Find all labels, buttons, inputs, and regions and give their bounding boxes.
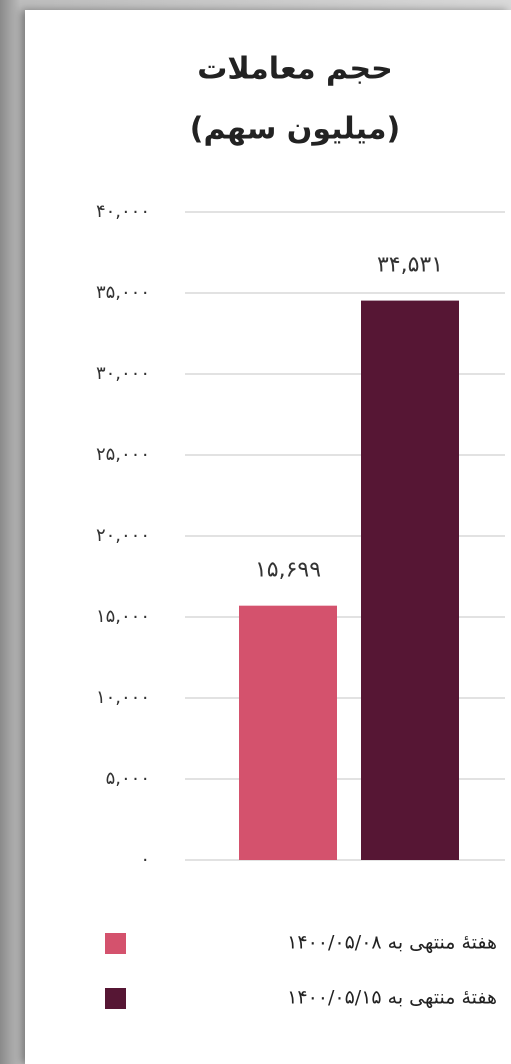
legend-swatch bbox=[105, 933, 126, 954]
data-label: ۱۵,۶۹۹ bbox=[255, 558, 321, 583]
chart-subtitle: (میلیون سهم) bbox=[190, 112, 400, 147]
y-tick-label: ۵,۰۰۰ bbox=[106, 768, 150, 789]
bar bbox=[239, 605, 337, 860]
y-tick-label: ۳۵,۰۰۰ bbox=[96, 282, 150, 303]
y-tick-label: ۰ bbox=[140, 849, 150, 870]
y-tick-label: ۳۰,۰۰۰ bbox=[96, 363, 150, 384]
chart-title: حجم معاملات bbox=[197, 52, 392, 87]
data-label: ۳۴,۵۳۱ bbox=[377, 253, 443, 278]
y-tick-label: ۲۵,۰۰۰ bbox=[96, 444, 150, 465]
legend-label: هفتهٔ منتهی به ۱۴۰۰/۰۵/۱۵ bbox=[287, 987, 497, 1009]
y-tick-label: ۱۰,۰۰۰ bbox=[96, 687, 150, 708]
legend-label: هفتهٔ منتهی به ۱۴۰۰/۰۵/۰۸ bbox=[287, 932, 497, 954]
y-tick-label: ۱۵,۰۰۰ bbox=[96, 606, 150, 627]
bar bbox=[361, 300, 459, 861]
y-tick-label: ۴۰,۰۰۰ bbox=[96, 201, 150, 222]
legend-swatch bbox=[105, 988, 126, 1009]
y-tick-label: ۲۰,۰۰۰ bbox=[96, 525, 150, 546]
